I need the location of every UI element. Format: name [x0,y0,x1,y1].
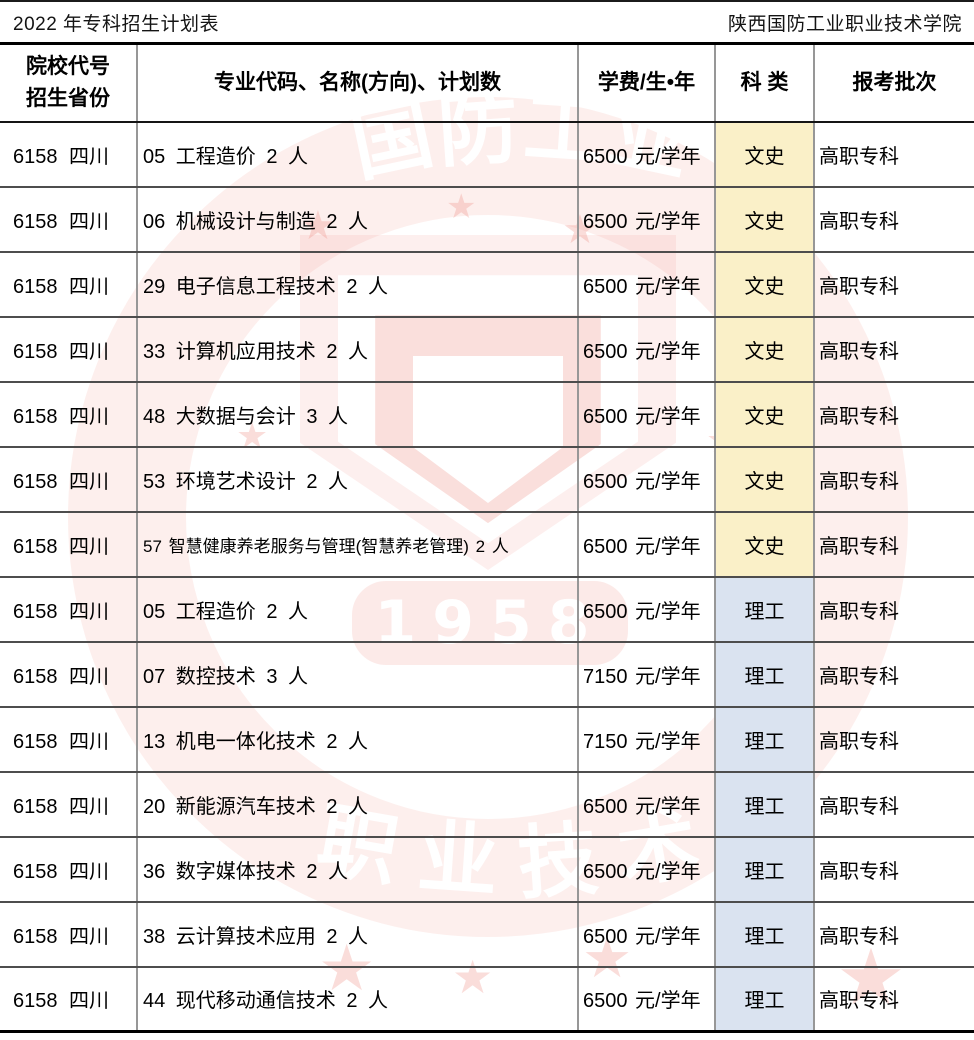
tuition-cell: 6500 元/学年 [577,251,715,318]
category-cell: 理工 [714,706,814,773]
tuition-cell: 6500 元/学年 [577,511,715,578]
major-cell: 57 智慧健康养老服务与管理(智慧养老管理) 2 人 [136,511,578,578]
college-code-cell: 6158 四川 [0,771,137,838]
college-code-cell: 6158 四川 [0,901,137,968]
tuition-cell: 7150 元/学年 [577,706,715,773]
category-cell: 理工 [714,576,814,643]
table-row: 6158 四川 44 现代移动通信技术 2 人 6500 元/学年 理工 高职专… [0,966,974,1032]
table-row: 6158 四川 06 机械设计与制造 2 人 6500 元/学年 文史 高职专科 [0,186,974,253]
major-cell: 05 工程造价 2 人 [136,121,578,188]
tuition-cell: 6500 元/学年 [577,121,715,188]
category-cell: 理工 [714,901,814,968]
batch-cell: 高职专科 [813,316,974,383]
college-code-cell: 6158 四川 [0,836,137,903]
category-cell: 文史 [714,316,814,383]
header-category: 科 类 [714,43,814,123]
batch-cell: 高职专科 [813,251,974,318]
college-code-cell: 6158 四川 [0,511,137,578]
batch-cell: 高职专科 [813,771,974,838]
header-row: 院校代号 招生省份 专业代码、名称(方向)、计划数 学费/生•年 科 类 报考批… [0,43,974,123]
college-code-cell: 6158 四川 [0,251,137,318]
college-code-cell: 6158 四川 [0,706,137,773]
college-code-cell: 6158 四川 [0,576,137,643]
title-bar: 2022 年专科招生计划表 陕西国防工业职业技术学院 [0,0,974,42]
table-row: 6158 四川 07 数控技术 3 人 7150 元/学年 理工 高职专科 [0,641,974,708]
header-batch: 报考批次 [813,43,974,123]
page-title: 2022 年专科招生计划表 [13,13,220,35]
college-code-cell: 6158 四川 [0,446,137,513]
batch-cell: 高职专科 [813,966,974,1032]
major-cell: 33 计算机应用技术 2 人 [136,316,578,383]
tuition-cell: 6500 元/学年 [577,381,715,448]
category-cell: 文史 [714,381,814,448]
college-code-cell: 6158 四川 [0,186,137,253]
college-code-cell: 6158 四川 [0,381,137,448]
school-name: 陕西国防工业职业技术学院 [727,13,962,35]
category-cell: 文史 [714,251,814,318]
batch-cell: 高职专科 [813,446,974,513]
category-cell: 理工 [714,771,814,838]
category-cell: 文史 [714,511,814,578]
tuition-cell: 6500 元/学年 [577,966,715,1032]
college-code-cell: 6158 四川 [0,121,137,188]
batch-cell: 高职专科 [813,901,974,968]
category-cell: 文史 [714,121,814,188]
batch-cell: 高职专科 [813,381,974,448]
table-row: 6158 四川 53 环境艺术设计 2 人 6500 元/学年 文史 高职专科 [0,446,974,513]
tuition-cell: 6500 元/学年 [577,901,715,968]
major-cell: 38 云计算技术应用 2 人 [136,901,578,968]
major-cell: 36 数字媒体技术 2 人 [136,836,578,903]
college-code-cell: 6158 四川 [0,316,137,383]
major-cell: 13 机电一体化技术 2 人 [136,706,578,773]
college-code-cell: 6158 四川 [13,990,110,1013]
page-top-rule [0,0,974,2]
table-row: 6158 四川 20 新能源汽车技术 2 人 6500 元/学年 理工 高职专科 [0,771,974,838]
batch-cell: 高职专科 [813,836,974,903]
major-cell: 53 环境艺术设计 2 人 [136,446,578,513]
table-row: 6158 四川 57 智慧健康养老服务与管理(智慧养老管理) 2 人 6500 … [0,511,974,578]
table-row: 6158 四川 29 电子信息工程技术 2 人 6500 元/学年 文史 高职专… [0,251,974,318]
major-cell: 48 大数据与会计 3 人 [136,381,578,448]
batch-cell: 高职专科 [813,706,974,773]
tuition-cell: 7150 元/学年 [577,641,715,708]
table-row: 6158 四川 36 数字媒体技术 2 人 6500 元/学年 理工 高职专科 [0,836,974,903]
college-code-cell: 6158 四川 [0,641,137,708]
tuition-cell: 6500 元/学年 [577,446,715,513]
major-cell: 06 机械设计与制造 2 人 [136,186,578,253]
category-cell: 理工 [714,966,814,1032]
category-cell: 理工 [714,641,814,708]
batch-cell: 高职专科 [813,576,974,643]
major-cell: 20 新能源汽车技术 2 人 [136,771,578,838]
category-cell: 文史 [714,446,814,513]
table-row: 6158 四川 48 大数据与会计 3 人 6500 元/学年 文史 高职专科 [0,381,974,448]
major-cell: 05 工程造价 2 人 [136,576,578,643]
enrollment-plan-table: 院校代号 招生省份 专业代码、名称(方向)、计划数 学费/生•年 科 类 报考批… [0,42,974,1033]
header-major: 专业代码、名称(方向)、计划数 [136,43,578,123]
table-row: 6158 四川 38 云计算技术应用 2 人 6500 元/学年 理工 高职专科 [0,901,974,968]
major-cell: 44 现代移动通信技术 2 人 [136,966,578,1032]
header-college-code: 院校代号 招生省份 [0,43,137,123]
tuition-cell: 6500 元/学年 [577,771,715,838]
batch-cell: 高职专科 [813,641,974,708]
category-cell: 理工 [714,836,814,903]
table-row: 6158 四川 33 计算机应用技术 2 人 6500 元/学年 文史 高职专科 [0,316,974,383]
tuition-cell: 6500 元/学年 [577,836,715,903]
major-cell: 07 数控技术 3 人 [136,641,578,708]
tuition-cell: 6500 元/学年 [577,186,715,253]
table-row: 6158 四川 05 工程造价 2 人 6500 元/学年 文史 高职专科 [0,121,974,188]
batch-cell: 高职专科 [813,121,974,188]
table-body: 6158 四川 05 工程造价 2 人 6500 元/学年 文史 高职专科 61… [0,121,974,1032]
tuition-cell: 6500 元/学年 [577,316,715,383]
table-row: 6158 四川 05 工程造价 2 人 6500 元/学年 理工 高职专科 [0,576,974,643]
batch-cell: 高职专科 [813,511,974,578]
batch-cell: 高职专科 [813,186,974,253]
major-cell: 29 电子信息工程技术 2 人 [136,251,578,318]
category-cell: 文史 [714,186,814,253]
header-tuition: 学费/生•年 [577,43,715,123]
tuition-cell: 6500 元/学年 [577,576,715,643]
table-row: 6158 四川 13 机电一体化技术 2 人 7150 元/学年 理工 高职专科 [0,706,974,773]
